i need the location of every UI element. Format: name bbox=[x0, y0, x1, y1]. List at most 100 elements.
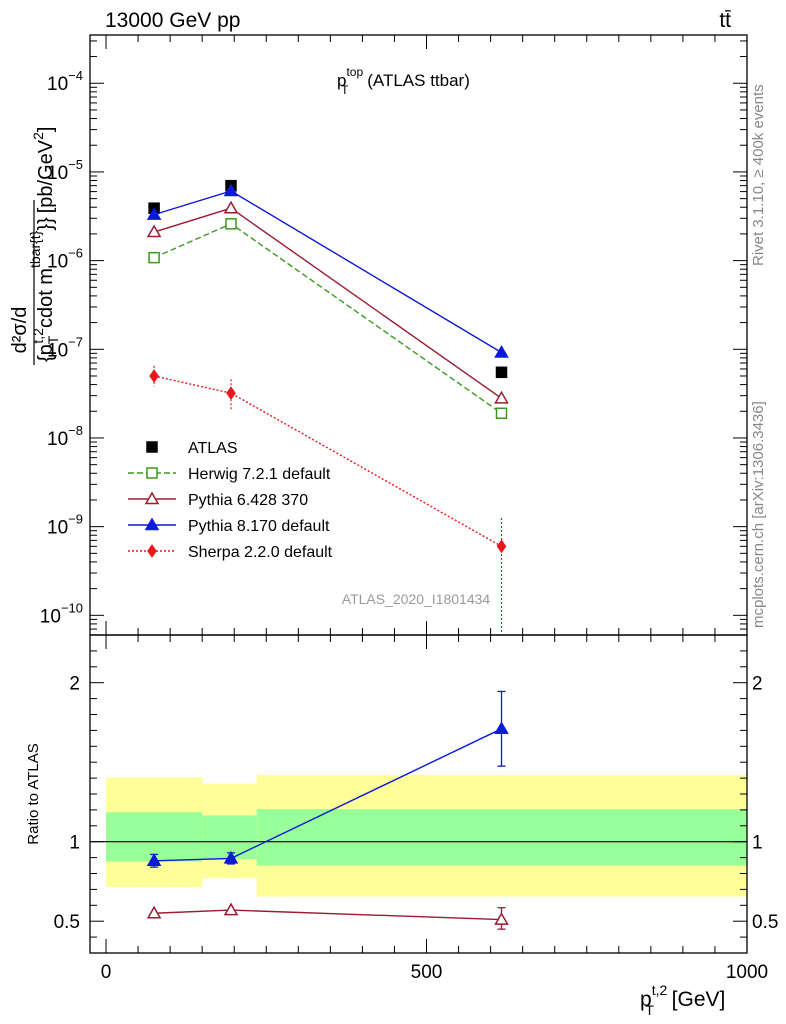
main-ytick-label-exponent: −6 bbox=[68, 246, 83, 261]
main-ytick-label: 10−6 bbox=[47, 246, 83, 273]
series-herwig-7-2-1-default bbox=[148, 218, 508, 419]
legend-marker bbox=[146, 441, 158, 453]
series-pythia-8-170-default bbox=[146, 183, 509, 358]
ratio-ytick-label-left: 2 bbox=[69, 674, 80, 695]
xlabel-unit: [GeV] bbox=[666, 988, 726, 1011]
data-point bbox=[226, 386, 236, 401]
plot-title: ptop T (ATLAS ttbar) bbox=[337, 65, 470, 97]
data-point bbox=[149, 369, 159, 383]
main-ytick-label: 10−10 bbox=[40, 600, 83, 627]
ratio-ylabel: Ratio to ATLAS bbox=[25, 743, 42, 844]
main-ytick-label-base: 10 bbox=[47, 163, 68, 184]
data-point bbox=[495, 366, 508, 379]
main-ytick-label-base: 10 bbox=[47, 518, 68, 539]
ylabel-mid: cdot m bbox=[35, 268, 57, 328]
main-ylabel-top: d²σ/d bbox=[9, 307, 31, 354]
legend-label: Sherpa 2.2.0 default bbox=[188, 544, 333, 561]
ratio-series-pythia-8-170-default bbox=[146, 690, 509, 868]
uncertainty-band-inner bbox=[202, 815, 257, 860]
ratio-panel: 0.5 0.5 1 1 2 2 0 500 1000 Ratio to ATLAS pt,2 T … bbox=[25, 634, 778, 1018]
main-ytick-label: 10−8 bbox=[47, 423, 83, 450]
main-ytick-label-exponent: −9 bbox=[68, 512, 83, 527]
series-atlas bbox=[148, 179, 508, 379]
title-base: p bbox=[337, 71, 346, 90]
legend-entry: Sherpa 2.2.0 default bbox=[128, 544, 333, 561]
data-point bbox=[148, 251, 160, 264]
data-point bbox=[146, 207, 162, 220]
ylabel-sup: t,2 bbox=[30, 328, 46, 344]
data-point bbox=[146, 224, 162, 238]
legend-entry: Pythia 8.170 default bbox=[128, 517, 330, 535]
xlabel-sup: t,2 bbox=[652, 982, 668, 998]
ratio-point bbox=[494, 912, 509, 925]
ratio-point bbox=[223, 902, 239, 916]
main-ytick-label-base: 10 bbox=[47, 340, 68, 361]
ylabel-unit-end: ] bbox=[35, 127, 57, 133]
legend: ATLAS Herwig 7.2.1 default Pythia 6.428 37… bbox=[128, 440, 333, 561]
ylabel-sub: T bbox=[45, 335, 61, 344]
ratio-point bbox=[494, 721, 509, 735]
main-ytick-label-exponent: −4 bbox=[68, 68, 83, 83]
legend-label: Pythia 8.170 default bbox=[188, 518, 330, 535]
main-ylabel: {pTt,2cdot mtbar{t}}} [pb/GeV2] bbox=[27, 127, 61, 362]
data-point bbox=[223, 200, 239, 214]
header-energy-label: 13000 GeV pp bbox=[105, 9, 240, 32]
ratio-xtick-label: 0 bbox=[101, 962, 112, 983]
data-point bbox=[494, 390, 509, 404]
legend-label: Pythia 6.428 370 bbox=[188, 492, 308, 509]
ratio-axis-ticks: 0.5 0.5 1 1 2 2 0 500 1000 bbox=[54, 634, 778, 983]
ratio-xlabel: pt,2 T [GeV] bbox=[640, 982, 725, 1018]
uncertainty-band-inner bbox=[256, 809, 747, 866]
data-point bbox=[225, 218, 237, 230]
legend-marker bbox=[147, 544, 157, 558]
main-ytick-label: 10−7 bbox=[47, 334, 83, 361]
ratio-series-pythia-6-428-370 bbox=[146, 902, 509, 930]
ylabel-post: }} bbox=[35, 217, 57, 231]
series-line bbox=[153, 223, 502, 414]
main-ytick-label-exponent: −5 bbox=[68, 157, 83, 172]
mcplots-label: mcplots.cern.ch [arXiv:1306.3436] bbox=[750, 401, 767, 628]
ratio-point bbox=[146, 853, 162, 867]
data-point bbox=[223, 183, 239, 197]
legend-label: Herwig 7.2.1 default bbox=[188, 466, 331, 483]
ratio-point bbox=[223, 850, 239, 864]
ylabel-unit-sup: 2 bbox=[30, 132, 46, 140]
ratio-ytick-label-left: 0.5 bbox=[54, 912, 80, 933]
legend-entry: ATLAS bbox=[146, 440, 238, 457]
ratio-xtick-label: 1000 bbox=[726, 962, 768, 983]
main-ytick-label-exponent: −10 bbox=[61, 600, 83, 615]
main-ytick-label-base: 10 bbox=[40, 606, 61, 627]
ratio-point bbox=[146, 905, 162, 919]
main-ytick-label-base: 10 bbox=[47, 429, 68, 450]
main-ytick-label-exponent: −8 bbox=[68, 423, 83, 438]
main-ytick-label: 10−9 bbox=[47, 512, 83, 539]
ylabel-unit: [pb/GeV bbox=[35, 139, 57, 213]
title-sup: top bbox=[346, 65, 363, 79]
ratio-ytick-label-right: 2 bbox=[752, 674, 763, 695]
data-point bbox=[496, 539, 507, 554]
main-series-layer bbox=[146, 179, 509, 635]
ratio-bands bbox=[106, 774, 747, 897]
header-process-label: tt̄ bbox=[719, 9, 731, 32]
rivet-label: Rivet 3.1.10, ≥ 400k events bbox=[750, 84, 767, 266]
main-ytick-label-exponent: −7 bbox=[68, 334, 83, 349]
ratio-ytick-label-left: 1 bbox=[69, 833, 80, 854]
ratio-ytick-label-right: 0.5 bbox=[752, 912, 778, 933]
legend-marker bbox=[144, 517, 160, 531]
ratio-ytick-label-right: 1 bbox=[752, 833, 763, 854]
title-suffix: (ATLAS ttbar) bbox=[363, 71, 470, 90]
legend-entry: Herwig 7.2.1 default bbox=[128, 466, 331, 483]
title-sub: T bbox=[341, 83, 349, 97]
legend-marker bbox=[146, 467, 158, 479]
main-ytick-label-base: 10 bbox=[47, 252, 68, 273]
ylabel-sup2: tbar{t} bbox=[27, 230, 43, 268]
legend-marker bbox=[144, 491, 160, 505]
analysis-watermark: ATLAS_2020_I1801434 bbox=[342, 591, 491, 607]
main-ytick-label-base: 10 bbox=[47, 74, 68, 95]
ratio-series-line bbox=[154, 909, 502, 921]
main-axis-ticks bbox=[90, 35, 748, 636]
series-sherpa-2-2-0-default bbox=[149, 365, 507, 635]
